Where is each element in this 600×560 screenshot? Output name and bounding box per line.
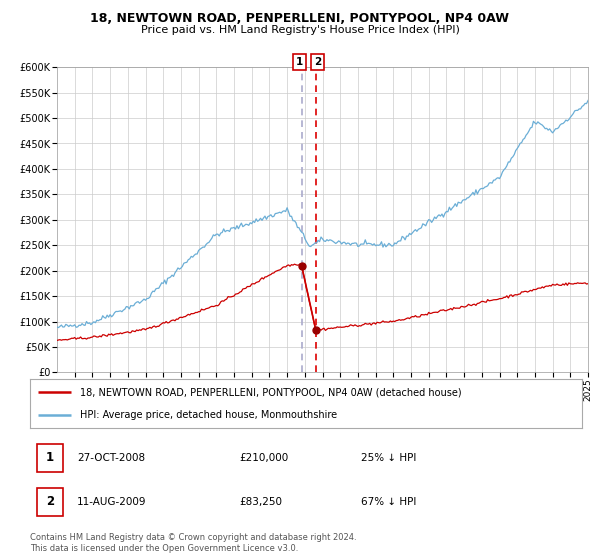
Text: 18, NEWTOWN ROAD, PENPERLLENI, PONTYPOOL, NP4 0AW (detached house): 18, NEWTOWN ROAD, PENPERLLENI, PONTYPOOL… <box>80 388 461 398</box>
Text: 67% ↓ HPI: 67% ↓ HPI <box>361 497 416 507</box>
FancyBboxPatch shape <box>37 444 63 472</box>
Text: 2: 2 <box>314 57 322 67</box>
Text: Contains HM Land Registry data © Crown copyright and database right 2024.
This d: Contains HM Land Registry data © Crown c… <box>30 533 356 553</box>
Text: HPI: Average price, detached house, Monmouthshire: HPI: Average price, detached house, Monm… <box>80 410 337 420</box>
Text: £83,250: £83,250 <box>240 497 283 507</box>
Text: £210,000: £210,000 <box>240 452 289 463</box>
FancyBboxPatch shape <box>37 488 63 516</box>
Text: 2: 2 <box>46 495 54 508</box>
Text: 18, NEWTOWN ROAD, PENPERLLENI, PONTYPOOL, NP4 0AW: 18, NEWTOWN ROAD, PENPERLLENI, PONTYPOOL… <box>91 12 509 25</box>
Text: 11-AUG-2009: 11-AUG-2009 <box>77 497 146 507</box>
Text: 1: 1 <box>296 57 303 67</box>
Text: 27-OCT-2008: 27-OCT-2008 <box>77 452 145 463</box>
Text: Price paid vs. HM Land Registry's House Price Index (HPI): Price paid vs. HM Land Registry's House … <box>140 25 460 35</box>
Text: 1: 1 <box>46 451 54 464</box>
Text: 25% ↓ HPI: 25% ↓ HPI <box>361 452 416 463</box>
